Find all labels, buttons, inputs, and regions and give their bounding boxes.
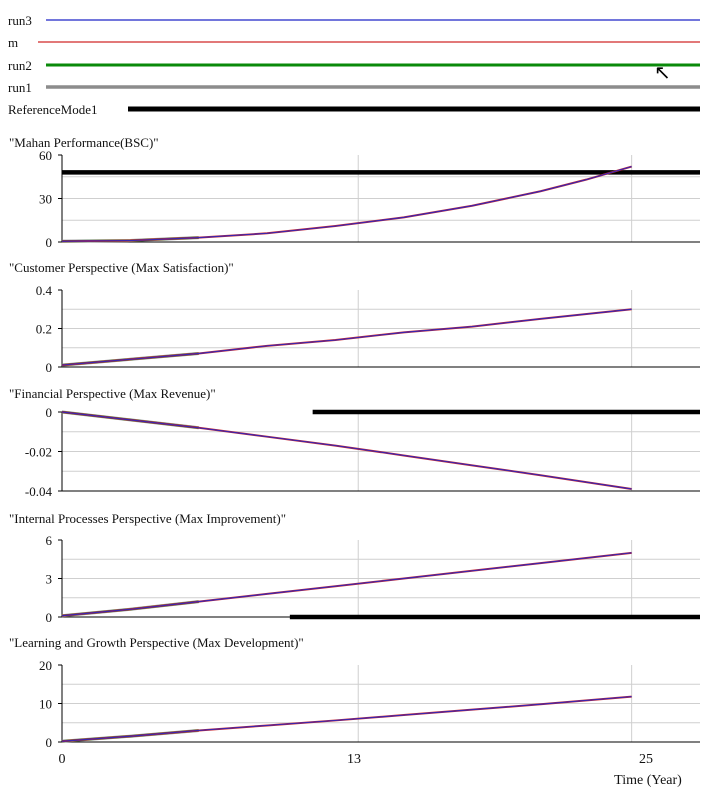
y-tick-label-1-2: 0 xyxy=(46,360,53,375)
panel-0: "Mahan Performance(BSC)"60 30 0 xyxy=(9,135,700,250)
y-tick-label-3-2: 0 xyxy=(46,610,53,625)
y-tick-label-4-2: 0 xyxy=(46,735,53,750)
series-run3-1 xyxy=(61,308,632,366)
x-axis: 0 13 25 Time (Year) xyxy=(59,752,683,788)
panel-title-3: "Internal Processes Perspective (Max Imp… xyxy=(9,511,286,526)
series-run3-3 xyxy=(61,552,632,617)
panel-1: "Customer Perspective (Max Satisfaction)… xyxy=(9,260,700,375)
y-tick-label-0-2: 0 xyxy=(46,235,53,250)
panel-2: "Financial Perspective (Max Revenue)" 0 -0… xyxy=(9,386,700,499)
legend-label-m: m xyxy=(8,35,18,50)
x-tick-label-2: 25 xyxy=(639,752,653,767)
pointer-arrow-icon: ↖ xyxy=(654,60,671,84)
series-run3-2 xyxy=(61,411,632,490)
y-tick-label-3-1: 3 xyxy=(46,572,53,587)
panel-title-2: "Financial Perspective (Max Revenue)" xyxy=(9,386,216,401)
panel-title-1: "Customer Perspective (Max Satisfaction)… xyxy=(9,260,234,275)
legend: run3 m run2 run1 ReferenceMode1 xyxy=(8,13,700,117)
panel-3: "Internal Processes Perspective (Max Imp… xyxy=(9,511,700,625)
panel-title-0: "Mahan Performance(BSC)" xyxy=(9,135,159,150)
x-tick-label-1: 13 xyxy=(347,752,361,767)
series-m-0 xyxy=(61,165,632,243)
y-tick-label-1-0: 0.4 xyxy=(36,283,53,298)
y-tick-label-3-0: 6 xyxy=(46,533,53,548)
y-tick-label-2-2: -0.04 xyxy=(25,484,53,499)
panel-title-4: "Learning and Growth Perspective (Max De… xyxy=(9,635,304,650)
panel-4: "Learning and Growth Perspective (Max De… xyxy=(9,635,700,750)
y-tick-label-4-1: 10 xyxy=(39,697,52,712)
legend-label-reference-mode1: ReferenceMode1 xyxy=(8,102,98,117)
series-run3-4 xyxy=(61,695,632,742)
y-tick-label-4-0: 20 xyxy=(39,658,52,673)
legend-label-run2: run2 xyxy=(8,58,32,73)
x-tick-label-0: 0 xyxy=(59,752,66,767)
legend-label-run1: run1 xyxy=(8,80,32,95)
x-axis-label: Time (Year) xyxy=(614,773,682,788)
series-m-2 xyxy=(61,411,632,491)
y-tick-label-2-0: 0 xyxy=(46,405,53,420)
y-tick-label-2-1: -0.02 xyxy=(25,445,52,460)
legend-label-run3: run3 xyxy=(8,13,32,28)
y-tick-label-0-1: 30 xyxy=(39,192,52,207)
y-tick-label-1-1: 0.2 xyxy=(36,322,52,337)
y-tick-label-0-0: 60 xyxy=(39,148,52,163)
series-run3-0 xyxy=(61,166,632,242)
